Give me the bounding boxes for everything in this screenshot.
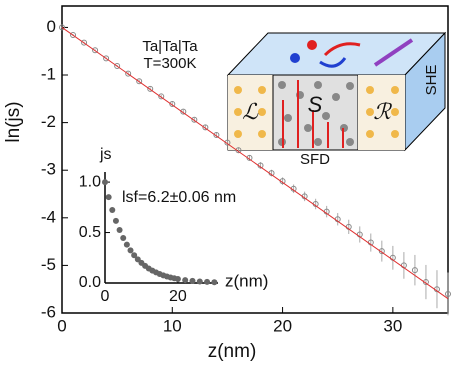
inset-point [127,247,134,254]
inset-x-label: z(nm) [225,271,268,290]
schematic [226,31,447,152]
x-tick-label: 30 [383,316,402,335]
x-tick-label: 20 [273,316,292,335]
inset-point [102,179,108,186]
data-point [224,139,231,146]
inset-y-tick-label: 0.5 [79,224,101,241]
curl-blue [319,57,347,68]
inset-y-label: js [99,146,112,163]
inset-point [112,217,119,224]
inset-point [182,277,189,284]
y-tick-label: -1 [41,64,56,83]
schematic-label: SHE [423,65,440,96]
inset-point [120,234,127,241]
lead-atoms [234,86,399,138]
data-point [125,70,132,77]
inset-x-tick-label: 0 [101,288,110,305]
data-point [70,32,77,39]
inset-point [204,278,211,285]
y-tick-label: -2 [41,112,56,131]
she-arrow [373,38,414,67]
data-point [378,248,385,255]
y-tick-label: -5 [41,255,56,274]
schematic-label: S [308,92,323,117]
data-point [158,93,165,100]
inset-x-tick-label: 20 [169,288,187,305]
data-point [411,267,418,274]
data-point [191,116,198,123]
inset-point [109,206,116,213]
schematic-label: ℛ [373,99,392,124]
x-tick-label: 10 [163,316,182,335]
curl-red [323,42,361,57]
inset-point [116,227,123,234]
data-point [59,24,65,31]
data-point [180,108,187,115]
inset-point [131,252,138,259]
data-point [202,124,209,131]
current-arrows [282,80,344,148]
data-point [169,101,176,108]
sample-atoms [278,81,354,146]
annotation: T=300K [144,55,197,72]
inset-point [174,275,181,282]
y-axis-label: ln(js) [3,101,24,142]
data-point [114,62,121,69]
y-tick-label: -4 [41,207,56,226]
spin-down [290,53,300,63]
data-point [136,78,143,85]
y-tick-label: -3 [41,160,56,179]
y-tick-label: -6 [41,302,56,321]
plot-frame [61,5,449,314]
schematic-label: ℒ [242,99,259,124]
data-point [147,85,154,92]
inset-point [123,241,130,248]
x-tick-label: 0 [57,316,66,335]
data-point [213,131,220,138]
annotation: lsf=6.2±0.06 nm [122,189,236,206]
x-axis-label: z(nm) [208,341,257,362]
inset-point [189,277,196,284]
y-tick-label: 0 [47,17,56,36]
inset-point [211,279,218,286]
data-point [103,55,110,62]
schematic-label: SFD [300,151,330,168]
data-point [92,47,99,54]
data-point [445,290,451,297]
fit-line [61,27,449,300]
inset-point [196,278,203,285]
inset-y-tick-label: 1.0 [79,173,101,190]
inset-point [105,194,112,201]
inset-y-tick-label: 0.0 [79,274,101,291]
annotation: Ta|Ta|Ta [142,38,198,55]
data-point [81,39,88,46]
spin-up [307,40,317,50]
